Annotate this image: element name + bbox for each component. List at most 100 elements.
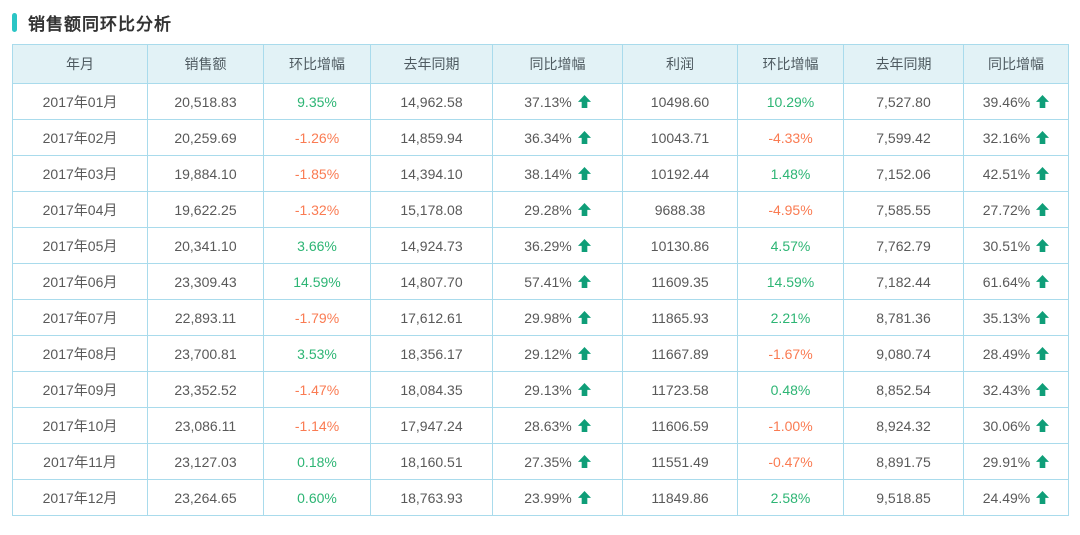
sales_yoy-value: 29.28% [524,201,572,218]
sales_yoy-wrap: 36.29% [524,237,591,254]
cell-profit: 9688.38 [622,191,738,228]
cell-sales_yoy: 36.29% [492,227,623,264]
table-row-2017年11月[interactable]: 2017年11月 23,127.03 0.18% 18,160.51 27.35% 115… [12,443,1069,480]
cell-month: 2017年02月 [12,119,148,156]
arrow-up-icon [1036,95,1050,108]
profit_yoy-value: 29.91% [982,453,1031,470]
profit_yoy-wrap: 30.06% [983,418,1050,434]
cell-profit_mom: -0.47% [737,443,844,480]
sales_yoy-wrap: 29.98% [524,310,591,326]
table-header-row: 年月 销售额 环比增幅 去年同期 同比增幅 利润 环比增幅 去年同期 同比增幅 [12,44,1069,84]
arrow-up-icon [577,131,591,144]
panel-header: 销售额同环比分析 [0,0,1080,44]
table-row-2017年05月[interactable]: 2017年05月 20,341.10 3.66% 14,924.73 36.29% 101… [12,227,1069,264]
cell-profit_mom: 10.29% [737,83,844,120]
arrow-up-icon [1036,239,1050,252]
column-header-profit_mom: 环比增幅 [737,44,844,84]
arrow-up-icon [1036,455,1050,468]
sales_yoy-value: 29.12% [524,345,572,362]
arrow-up-icon [1036,491,1050,504]
table-row-2017年04月[interactable]: 2017年04月 19,622.25 -1.32% 15,178.08 29.28% 96… [12,191,1069,228]
sales_yoy-value: 38.14% [524,165,572,182]
cell-profit_yoy: 32.16% [963,119,1069,156]
table-row-2017年12月[interactable]: 2017年12月 23,264.65 0.60% 18,763.93 23.99% 118… [12,479,1069,516]
cell-profit_mom: -4.33% [737,119,844,156]
table-row-2017年06月[interactable]: 2017年06月 23,309.43 14.59% 14,807.70 57.41% 11… [12,263,1069,300]
cell-profit_mom: 0.48% [737,371,844,408]
sales_yoy-wrap: 57.41% [524,274,591,290]
cell-sales_last_year: 14,807.70 [370,263,493,300]
cell-profit_mom: -1.00% [737,407,844,444]
table-row-2017年01月[interactable]: 2017年01月 20,518.83 9.35% 14,962.58 37.13% 104… [12,83,1069,120]
cell-profit: 11849.86 [622,479,738,516]
cell-month: 2017年03月 [12,155,148,192]
cell-sales_mom: 0.60% [263,479,371,516]
cell-profit: 11723.58 [622,371,738,408]
column-header-month: 年月 [12,44,148,84]
arrow-up-icon [1036,419,1050,432]
cell-sales: 23,264.65 [147,479,264,516]
profit_yoy-wrap: 30.51% [983,238,1050,254]
table-row-2017年08月[interactable]: 2017年08月 23,700.81 3.53% 18,356.17 29.12% 116… [12,335,1069,372]
cell-sales: 20,341.10 [147,227,264,264]
cell-sales_last_year: 17,947.24 [370,407,493,444]
cell-profit: 10043.71 [622,119,738,156]
profit_yoy-value: 32.43% [982,381,1031,398]
cell-profit_last_year: 9,518.85 [843,479,964,516]
cell-sales_last_year: 17,612.61 [370,299,493,336]
cell-profit_last_year: 8,781.36 [843,299,964,336]
sales_yoy-value: 36.29% [524,237,572,254]
cell-sales_yoy: 36.34% [492,119,623,156]
cell-profit: 10130.86 [622,227,738,264]
cell-profit_yoy: 30.06% [963,407,1069,444]
sales_mom-value: -1.26% [294,129,340,146]
cell-month: 2017年10月 [12,407,148,444]
title-accent-bar [12,12,17,32]
table-row-2017年07月[interactable]: 2017年07月 22,893.11 -1.79% 17,612.61 29.98% 11… [12,299,1069,336]
table-row-2017年10月[interactable]: 2017年10月 23,086.11 -1.14% 17,947.24 28.63% 11… [12,407,1069,444]
profit_mom-value: 14.59% [766,273,815,290]
sales_yoy-wrap: 29.12% [524,345,591,362]
profit_mom-value: -0.47% [768,453,813,470]
cell-profit: 10192.44 [622,155,738,192]
column-header-sales_yoy: 同比增幅 [492,44,623,84]
sales_mom-value: 3.53% [297,345,337,362]
arrow-up-icon [1036,311,1050,324]
sales_mom-value: -1.47% [294,381,340,398]
table-row-2017年03月[interactable]: 2017年03月 19,884.10 -1.85% 14,394.10 38.14% 10… [12,155,1069,192]
sales_mom-value: 9.35% [297,93,337,110]
cell-month: 2017年05月 [12,227,148,264]
cell-sales: 23,700.81 [147,335,264,372]
arrow-up-icon [1036,275,1050,288]
sales_yoy-wrap: 27.35% [524,454,591,470]
cell-sales_mom: 9.35% [263,83,371,120]
table-row-2017年09月[interactable]: 2017年09月 23,352.52 -1.47% 18,084.35 29.13% 11… [12,371,1069,408]
sales-analysis-panel: 销售额同环比分析 年月 销售额 环比增幅 去年同期 同比增幅 利润 环比增幅 去年同期 同比增幅… [0,0,1080,516]
cell-profit_last_year: 7,762.79 [843,227,964,264]
arrow-up-icon [577,239,591,252]
profit_yoy-value: 39.46% [982,93,1031,110]
arrow-up-icon [577,491,591,504]
cell-profit_mom: 1.48% [737,155,844,192]
cell-profit_yoy: 42.51% [963,155,1069,192]
cell-sales: 23,309.43 [147,263,264,300]
table-row-2017年02月[interactable]: 2017年02月 20,259.69 -1.26% 14,859.94 36.34% 10… [12,119,1069,156]
cell-profit_yoy: 61.64% [963,263,1069,300]
cell-sales_last_year: 18,160.51 [370,443,493,480]
cell-profit_mom: 14.59% [737,263,844,300]
cell-profit: 10498.60 [622,83,738,120]
cell-profit: 11667.89 [622,335,738,372]
profit_yoy-wrap: 32.43% [982,381,1050,398]
cell-profit_yoy: 30.51% [963,227,1069,264]
sales_yoy-wrap: 38.14% [524,165,591,182]
cell-profit_mom: -4.95% [737,191,844,228]
profit_yoy-value: 61.64% [982,273,1031,290]
cell-sales: 22,893.11 [147,299,264,336]
profit_mom-value: 0.48% [770,381,811,398]
sales_mom-value: -1.14% [294,417,340,434]
cell-profit: 11606.59 [622,407,738,444]
cell-profit: 11865.93 [622,299,738,336]
arrow-up-icon [577,203,591,216]
cell-sales_yoy: 29.13% [492,371,623,408]
cell-profit_last_year: 8,852.54 [843,371,964,408]
